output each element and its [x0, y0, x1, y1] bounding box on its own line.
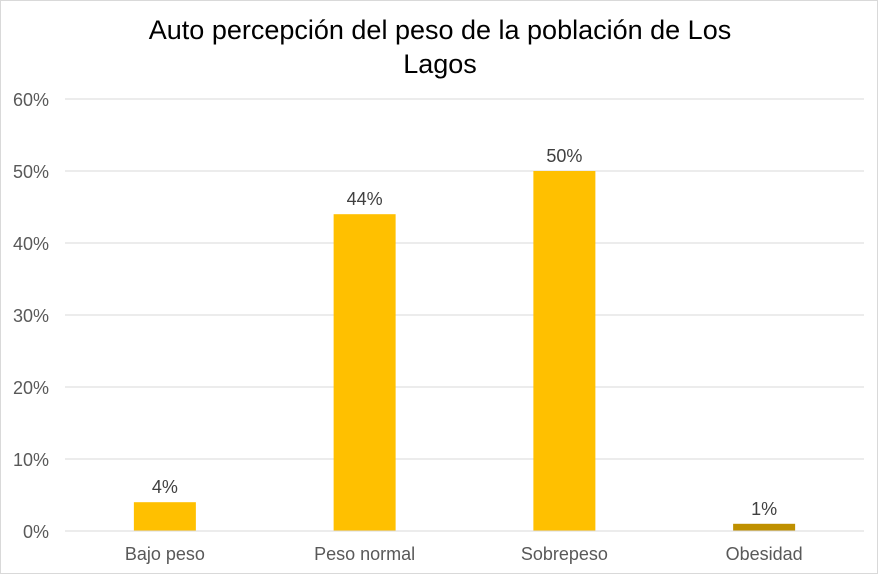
data-label: 44%	[347, 189, 383, 209]
gridlines	[65, 98, 864, 460]
bar-obesidad	[733, 523, 796, 531]
x-tick-label: Obesidad	[726, 544, 803, 564]
y-tick-label: 30%	[13, 306, 49, 326]
x-tick-label: Bajo peso	[125, 544, 205, 564]
x-axis: Bajo peso Peso normal Sobrepeso Obesidad	[65, 530, 864, 564]
bar-sobrepeso	[533, 171, 596, 531]
y-tick-label: 20%	[13, 378, 49, 398]
data-labels: 4% 44% 50% 1%	[152, 146, 777, 519]
y-tick-label: 60%	[13, 90, 49, 110]
y-tick-label: 10%	[13, 450, 49, 470]
data-label: 50%	[546, 146, 582, 166]
x-tick-label: Peso normal	[314, 544, 415, 564]
y-axis: 0% 10% 20% 30% 40% 50% 60%	[13, 90, 49, 542]
chart-title: Auto percepción del peso de la población…	[1, 13, 878, 81]
bars	[133, 171, 796, 531]
x-tick-label: Sobrepeso	[521, 544, 608, 564]
y-tick-label: 40%	[13, 234, 49, 254]
y-tick-label: 0%	[23, 522, 49, 542]
data-label: 1%	[751, 499, 777, 519]
y-tick-label: 50%	[13, 162, 49, 182]
chart-title-text: Auto percepción del peso de la población…	[148, 15, 732, 79]
data-label: 4%	[152, 477, 178, 497]
bar-peso-normal	[333, 214, 396, 531]
bar-bajo-peso	[133, 502, 196, 531]
